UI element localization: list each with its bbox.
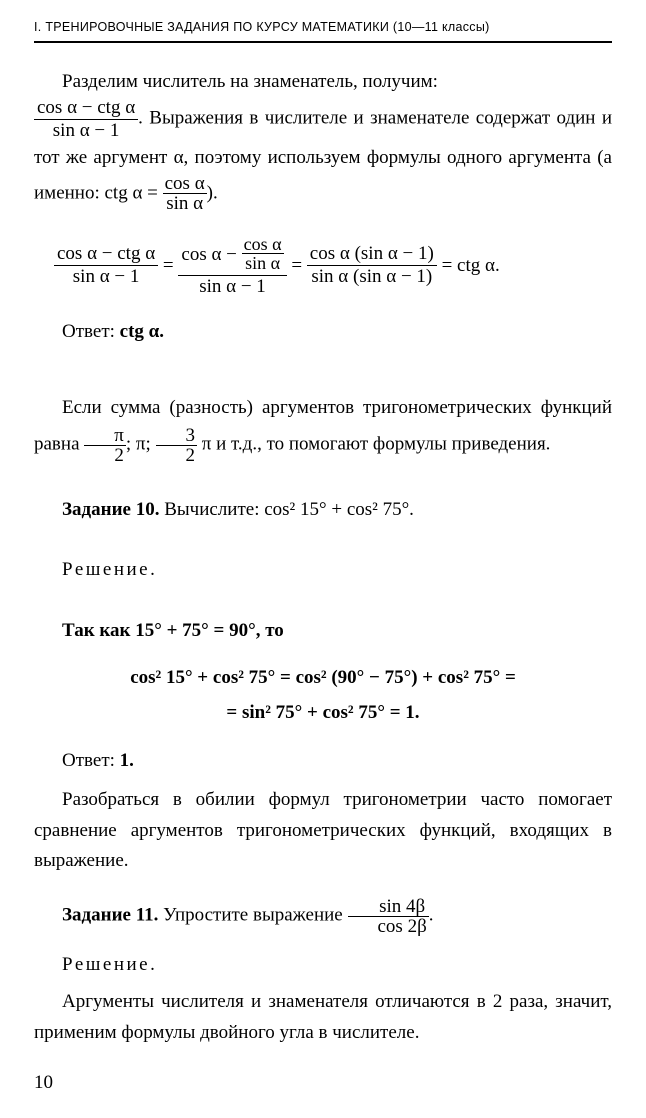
paragraph-sum-diff: Если сумма (разность) аргументов тригоно… (34, 390, 612, 465)
solution-label-2: Решение. (34, 950, 612, 981)
text: Так как 15° + 75° = 90°, то (62, 620, 284, 641)
frac-den: sin α (sin α − 1) (307, 266, 437, 287)
text-closing-paren: ). (207, 182, 218, 203)
big-equation: cos α − ctg α sin α − 1 = cos α − cos α … (54, 235, 612, 297)
equation-2-line2: = sin² 75° + cos² 75° = 1. (34, 700, 612, 727)
paragraph-since: Так как 15° + 75° = 90°, то (34, 616, 612, 647)
frac-num: cos α − ctg α (34, 98, 138, 120)
task-text: Упростите выражение (158, 905, 347, 926)
frac-den: sin α − 1 (34, 120, 138, 141)
text-tail: π и т.д., то помогают формулы приведения… (197, 433, 550, 454)
paragraph-razobr: Разобраться в обилии формул тригонометри… (34, 785, 612, 877)
equation-2-line1: cos² 15° + cos² 75° = cos² (90° − 75°) +… (34, 665, 612, 692)
inline-frac-sin4b: sin 4β cos 2β (348, 897, 429, 936)
solution-label-1: Решение. (34, 555, 612, 586)
page-number: 10 (34, 1072, 53, 1094)
frac-den: sin α − 1 (178, 276, 286, 297)
frac-den: 2 (84, 446, 126, 465)
text: Решение. (62, 954, 157, 975)
equals-tail: = ctg α. (437, 255, 500, 276)
paragraph-intro: Разделим числитель на знаменатель, получ… (34, 67, 612, 98)
task-label: Задание 11. (62, 905, 158, 926)
text: Решение. (62, 559, 157, 580)
frac-num: 3 (156, 426, 198, 446)
frac-num: cos α (242, 235, 284, 254)
section-header: I. ТРЕНИРОВОЧНЫЕ ЗАДАНИЯ ПО КУРСУ МАТЕМА… (34, 20, 612, 43)
num-text: cos α − (181, 244, 241, 265)
eq-frac-3: cos α (sin α − 1) sin α (sin α − 1) (307, 244, 437, 287)
task-10: Задание 10. Вычислите: cos² 15° + cos² 7… (34, 495, 612, 526)
frac-den: sin α − 1 (54, 266, 158, 287)
frac-den: sin α (163, 194, 207, 213)
eq-frac-1: cos α − ctg α sin α − 1 (54, 244, 158, 287)
task-text: Вычислите: cos² 15° + cos² 75°. (159, 499, 413, 520)
answer-2: Ответ: 1. (34, 746, 612, 777)
equals: = (287, 255, 307, 276)
inline-frac-3-2: 3 2 (156, 426, 198, 465)
frac-den: 2 (156, 446, 198, 465)
answer-1: Ответ: ctg α. (34, 317, 612, 348)
answer-value: 1. (115, 750, 134, 771)
task-11: Задание 11. Упростите выражение sin 4β c… (34, 897, 612, 936)
frac-num: cos α − cos α sin α (178, 235, 286, 276)
task-label: Задание 10. (62, 499, 159, 520)
frac-num: cos α − ctg α (54, 244, 158, 266)
frac-num: cos α (163, 174, 207, 194)
eq-frac-2: cos α − cos α sin α sin α − 1 (178, 235, 286, 297)
equals: = (158, 255, 178, 276)
page: I. ТРЕНИРОВОЧНЫЕ ЗАДАНИЯ ПО КУРСУ МАТЕМА… (0, 0, 646, 1118)
frac-den: sin α (242, 254, 284, 272)
paragraph-with-inline-frac: cos α − ctg α sin α − 1 . Выражения в чи… (34, 98, 612, 213)
answer-label: Ответ: (62, 750, 115, 771)
inline-frac-1: cos α − ctg α sin α − 1 (34, 98, 138, 141)
text-mid: ; π; (126, 433, 156, 454)
answer-value: ctg α. (115, 321, 164, 342)
dot: . (429, 905, 434, 926)
answer-label: Ответ: (62, 321, 115, 342)
paragraph-args: Аргументы числителя и знаменателя отлича… (34, 987, 612, 1049)
frac-den: cos 2β (348, 917, 429, 936)
frac-num: cos α (sin α − 1) (307, 244, 437, 266)
inline-frac-pi2: π 2 (84, 426, 126, 465)
nested-frac: cos α sin α (242, 235, 284, 272)
frac-num: π (84, 426, 126, 446)
frac-num: sin 4β (348, 897, 429, 917)
inline-frac-ctg: cos α sin α (163, 174, 207, 213)
